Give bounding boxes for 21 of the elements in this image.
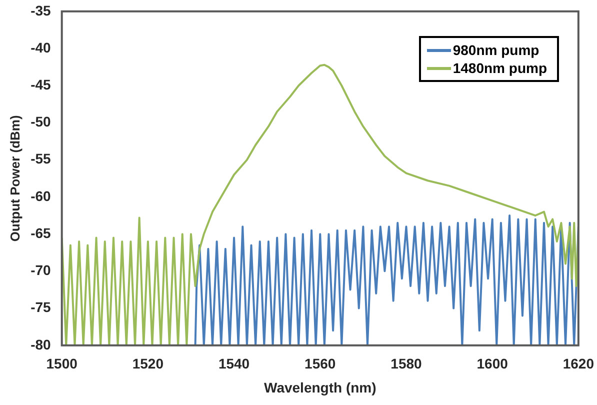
x-tick-label: 1520 [132,356,164,372]
x-tick-label: 1620 [562,356,594,372]
legend-label: 1480nm pump [452,60,547,76]
y-tick-label: -60 [30,188,52,204]
x-tick-label: 1580 [390,356,422,372]
y-tick-label: -35 [30,2,52,18]
x-axis-title: Wavelength (nm) [264,379,376,396]
y-tick-label: -55 [30,150,52,167]
y-tick-label: -80 [30,336,52,352]
y-tick-label: -50 [30,114,52,130]
legend-label: 980nm pump [452,42,540,58]
x-tick-label: 1560 [304,356,336,372]
x-tick-label: 1540 [218,356,250,372]
y-axis-title: Output Power (dBm) [7,115,22,242]
x-tick-label: 1500 [46,356,78,372]
y-tick-label: -65 [30,224,52,241]
y-tick-label: -75 [30,299,52,316]
y-tick-label: -70 [30,262,52,278]
x-tick-label: 1600 [476,356,508,372]
y-tick-label: -45 [30,76,52,92]
y-tick-label: -40 [30,39,52,56]
